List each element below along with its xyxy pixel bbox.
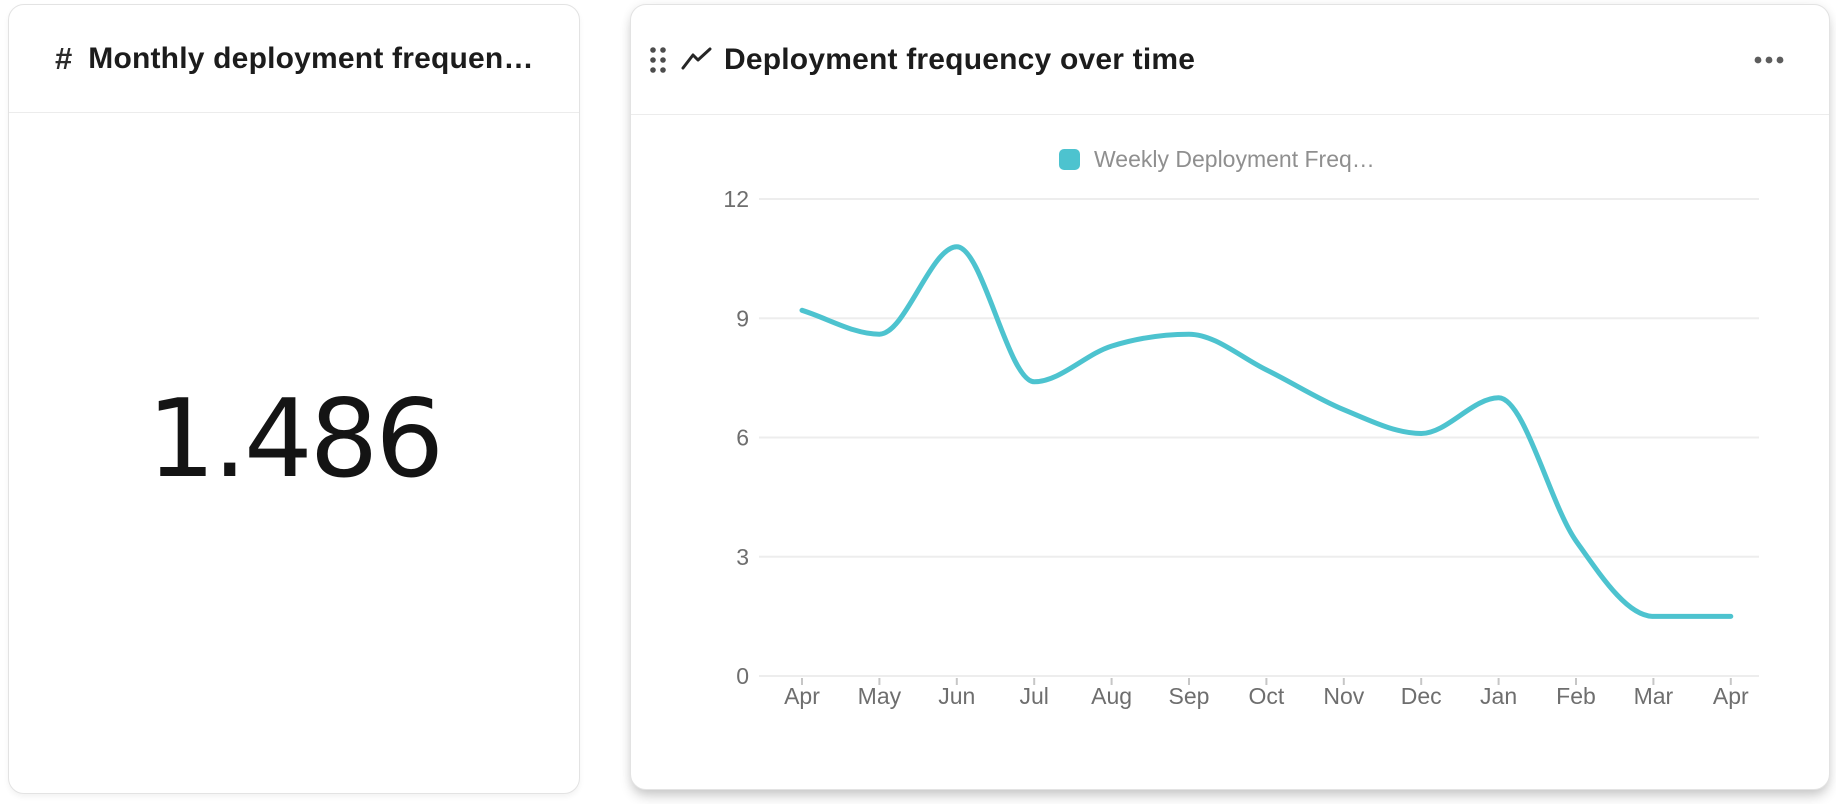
ellipsis-icon [1754,56,1784,63]
chart-region: Weekly Deployment Freq… 0 3 6 9 12 Apr May Jun J… [631,115,1829,789]
kpi-card-body: 1.486 [9,113,579,793]
legend-swatch [1059,148,1080,170]
number-metric-icon: # [55,41,73,76]
series-line [799,244,1734,619]
y-axis-label: 3 [736,544,749,570]
y-axis-label: 6 [736,425,749,451]
x-axis-label: Sep [1169,683,1210,709]
drag-handle-icon[interactable] [646,43,670,77]
y-axis-label: 9 [736,305,749,331]
y-axis-label: 12 [723,186,749,212]
chart-card: Deployment frequency over time Weekly De… [630,4,1830,790]
x-axis-label: Aug [1091,683,1132,709]
x-axis-label: Nov [1323,683,1364,709]
chart-card-title: Deployment frequency over time [724,42,1196,76]
x-axis-label: Oct [1249,683,1285,709]
line-chart-icon [681,46,713,74]
kpi-card-header: # Monthly deployment frequen… [9,5,579,113]
x-axis-label: Dec [1401,683,1442,709]
legend-item[interactable]: Weekly Deployment Freq… [1059,139,1375,179]
x-axis-label: Jan [1480,683,1517,709]
x-axis-label: Feb [1556,683,1596,709]
x-axis-label: Apr [784,683,820,709]
x-axis-label: Jun [938,683,975,709]
more-options-button[interactable] [1747,49,1791,71]
x-axis-label: Mar [1634,683,1674,709]
kpi-card: # Monthly deployment frequen… 1.486 [8,4,580,794]
x-axis-label: May [858,683,902,709]
x-axis-label: Jul [1019,683,1048,709]
kpi-card-title: Monthly deployment frequen… [88,41,534,75]
chart-card-header: Deployment frequency over time [631,5,1829,115]
legend-label: Weekly Deployment Freq… [1094,145,1375,172]
deployment-line-chart[interactable]: 0 3 6 9 12 Apr May Jun Jul Aug Sep Oct Nov Dec Jan Feb M… [631,115,1829,789]
x-axis-label: Apr [1713,683,1749,709]
y-axis-label: 0 [736,663,749,689]
kpi-value: 1.486 [146,376,444,502]
